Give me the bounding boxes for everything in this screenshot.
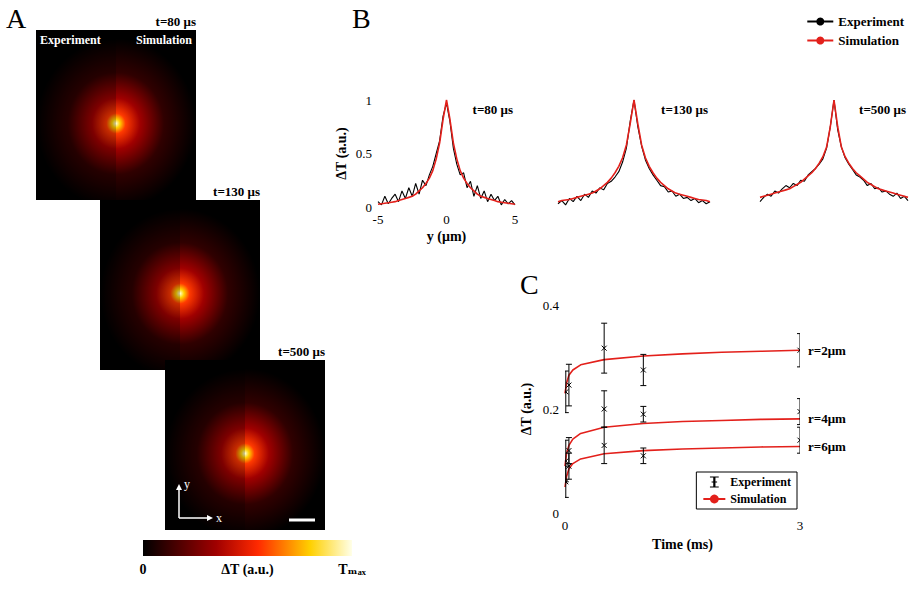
svg-text:C: C: [520, 269, 539, 300]
svg-text:B: B: [352, 3, 371, 34]
svg-text:0: 0: [562, 518, 569, 533]
svg-text:0: 0: [140, 562, 147, 577]
svg-text:0.2: 0.2: [543, 402, 559, 417]
svg-text:1: 1: [366, 93, 373, 108]
svg-text:ΔT (a.u.): ΔT (a.u.): [334, 127, 350, 180]
svg-text:Tₘₐₓ: Tₘₐₓ: [338, 562, 367, 577]
svg-text:r=4μm: r=4μm: [808, 411, 846, 426]
svg-text:Simulation: Simulation: [730, 492, 786, 506]
svg-text:0: 0: [553, 506, 560, 521]
svg-text:Time (ms): Time (ms): [652, 537, 713, 553]
svg-text:-5: -5: [373, 212, 384, 227]
svg-text:y: y: [184, 477, 190, 491]
svg-text:t=500 μs: t=500 μs: [859, 102, 906, 117]
svg-text:ΔT (a.u.): ΔT (a.u.): [221, 562, 274, 578]
svg-text:Experiment: Experiment: [730, 475, 791, 489]
svg-text:0.4: 0.4: [543, 298, 560, 313]
svg-text:x: x: [216, 511, 222, 525]
svg-text:r=6μm: r=6μm: [808, 439, 846, 454]
svg-text:t=80 μs: t=80 μs: [473, 102, 513, 117]
svg-text:0: 0: [443, 212, 450, 227]
svg-text:y (μm): y (μm): [427, 229, 467, 245]
svg-text:Simulation: Simulation: [136, 33, 192, 47]
svg-text:A: A: [6, 3, 27, 34]
svg-text:t=130 μs: t=130 μs: [213, 184, 260, 199]
svg-text:r=2μm: r=2μm: [808, 343, 846, 358]
svg-text:Experiment: Experiment: [838, 14, 904, 29]
svg-text:t=130 μs: t=130 μs: [661, 102, 708, 117]
svg-text:Simulation: Simulation: [838, 33, 899, 48]
svg-text:3: 3: [797, 518, 804, 533]
svg-text:0.5: 0.5: [356, 146, 372, 161]
svg-text:Experiment: Experiment: [40, 33, 101, 47]
svg-text:ΔT (a.u.): ΔT (a.u.): [519, 382, 535, 435]
svg-text:5: 5: [512, 212, 519, 227]
svg-text:t=80 μs: t=80 μs: [156, 14, 196, 29]
svg-text:0: 0: [366, 200, 373, 215]
svg-text:t=500 μs: t=500 μs: [278, 344, 325, 359]
